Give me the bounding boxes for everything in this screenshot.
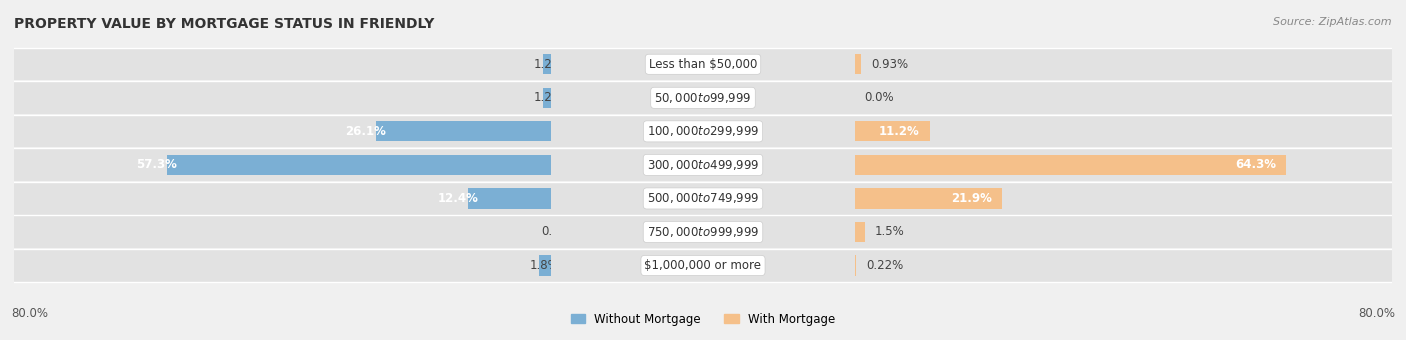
Bar xyxy=(551,216,855,248)
Text: 26.1%: 26.1% xyxy=(346,125,387,138)
Bar xyxy=(855,222,865,242)
Bar xyxy=(468,188,551,208)
Text: 80.0%: 80.0% xyxy=(1358,307,1395,320)
Bar xyxy=(551,115,855,148)
Bar xyxy=(540,255,551,276)
Text: $1,000,000 or more: $1,000,000 or more xyxy=(644,259,762,272)
Bar xyxy=(855,182,1392,215)
Text: 64.3%: 64.3% xyxy=(1236,158,1277,171)
Bar xyxy=(551,182,855,215)
Bar xyxy=(855,155,1286,175)
Text: $50,000 to $99,999: $50,000 to $99,999 xyxy=(654,91,752,105)
Text: 1.5%: 1.5% xyxy=(875,225,904,238)
Bar xyxy=(855,121,929,141)
Text: 80.0%: 80.0% xyxy=(11,307,48,320)
Bar xyxy=(855,149,1392,181)
Bar xyxy=(855,82,1392,114)
Bar xyxy=(551,82,855,114)
Text: 0.0%: 0.0% xyxy=(865,91,894,104)
Bar xyxy=(855,255,856,276)
Bar xyxy=(14,48,551,80)
Bar xyxy=(14,182,551,215)
Bar xyxy=(551,250,855,282)
Text: 12.4%: 12.4% xyxy=(437,192,478,205)
Text: 11.2%: 11.2% xyxy=(879,125,920,138)
Bar xyxy=(14,216,551,248)
Bar xyxy=(855,48,1392,80)
Text: 57.3%: 57.3% xyxy=(136,158,177,171)
Bar xyxy=(855,216,1392,248)
Text: 21.9%: 21.9% xyxy=(950,192,991,205)
Text: $750,000 to $999,999: $750,000 to $999,999 xyxy=(647,225,759,239)
Bar xyxy=(855,188,1001,208)
Legend: Without Mortgage, With Mortgage: Without Mortgage, With Mortgage xyxy=(567,308,839,331)
Bar xyxy=(166,155,551,175)
Text: Less than $50,000: Less than $50,000 xyxy=(648,58,758,71)
Bar xyxy=(14,250,551,282)
Bar xyxy=(855,250,1392,282)
Text: $500,000 to $749,999: $500,000 to $749,999 xyxy=(647,191,759,205)
Text: Source: ZipAtlas.com: Source: ZipAtlas.com xyxy=(1274,17,1392,27)
Bar xyxy=(551,149,855,181)
Text: $300,000 to $499,999: $300,000 to $499,999 xyxy=(647,158,759,172)
Text: 0.93%: 0.93% xyxy=(870,58,908,71)
Bar xyxy=(551,48,855,80)
Text: PROPERTY VALUE BY MORTGAGE STATUS IN FRIENDLY: PROPERTY VALUE BY MORTGAGE STATUS IN FRI… xyxy=(14,17,434,31)
Bar xyxy=(543,54,551,74)
Text: 0.0%: 0.0% xyxy=(541,225,571,238)
Text: $100,000 to $299,999: $100,000 to $299,999 xyxy=(647,124,759,138)
Bar xyxy=(855,54,860,74)
Text: 1.2%: 1.2% xyxy=(533,58,564,71)
Bar xyxy=(543,88,551,108)
Text: 1.8%: 1.8% xyxy=(529,259,560,272)
Bar xyxy=(14,149,551,181)
Text: 1.2%: 1.2% xyxy=(533,91,564,104)
Text: 0.22%: 0.22% xyxy=(866,259,904,272)
Bar xyxy=(14,82,551,114)
Bar xyxy=(855,115,1392,148)
Bar xyxy=(14,115,551,148)
Bar xyxy=(377,121,551,141)
